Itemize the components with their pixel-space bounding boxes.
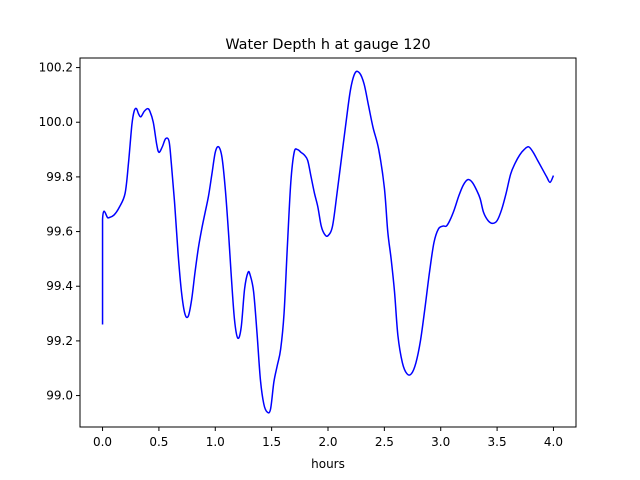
x-axis-label: hours xyxy=(311,457,345,471)
x-tick-label: 2.5 xyxy=(375,435,394,449)
x-tick-label: 1.5 xyxy=(262,435,281,449)
x-axis: 0.0 0.5 1.0 1.5 2.0 2.5 3.0 3.5 4.0 xyxy=(93,427,563,449)
x-tick-label: 0.0 xyxy=(93,435,112,449)
x-tick-label: 2.0 xyxy=(318,435,337,449)
x-tick-label: 0.5 xyxy=(149,435,168,449)
y-tick-label: 99.4 xyxy=(46,279,73,293)
chart-title: Water Depth h at gauge 120 xyxy=(225,37,430,53)
x-tick-label: 3.5 xyxy=(488,435,507,449)
y-tick-label: 99.8 xyxy=(46,170,73,184)
y-tick-label: 99.6 xyxy=(46,225,73,239)
y-tick-label: 99.2 xyxy=(46,334,73,348)
x-tick-label: 3.0 xyxy=(431,435,450,449)
y-axis: 99.0 99.2 99.4 99.6 99.8 100.0 100.2 xyxy=(39,61,80,403)
x-tick-label: 4.0 xyxy=(544,435,563,449)
y-tick-label: 100.2 xyxy=(39,61,73,75)
x-tick-label: 1.0 xyxy=(206,435,225,449)
y-tick-label: 100.0 xyxy=(39,115,73,129)
series-layer xyxy=(101,70,555,414)
series-line xyxy=(101,70,555,414)
y-tick-label: 99.0 xyxy=(46,389,73,403)
